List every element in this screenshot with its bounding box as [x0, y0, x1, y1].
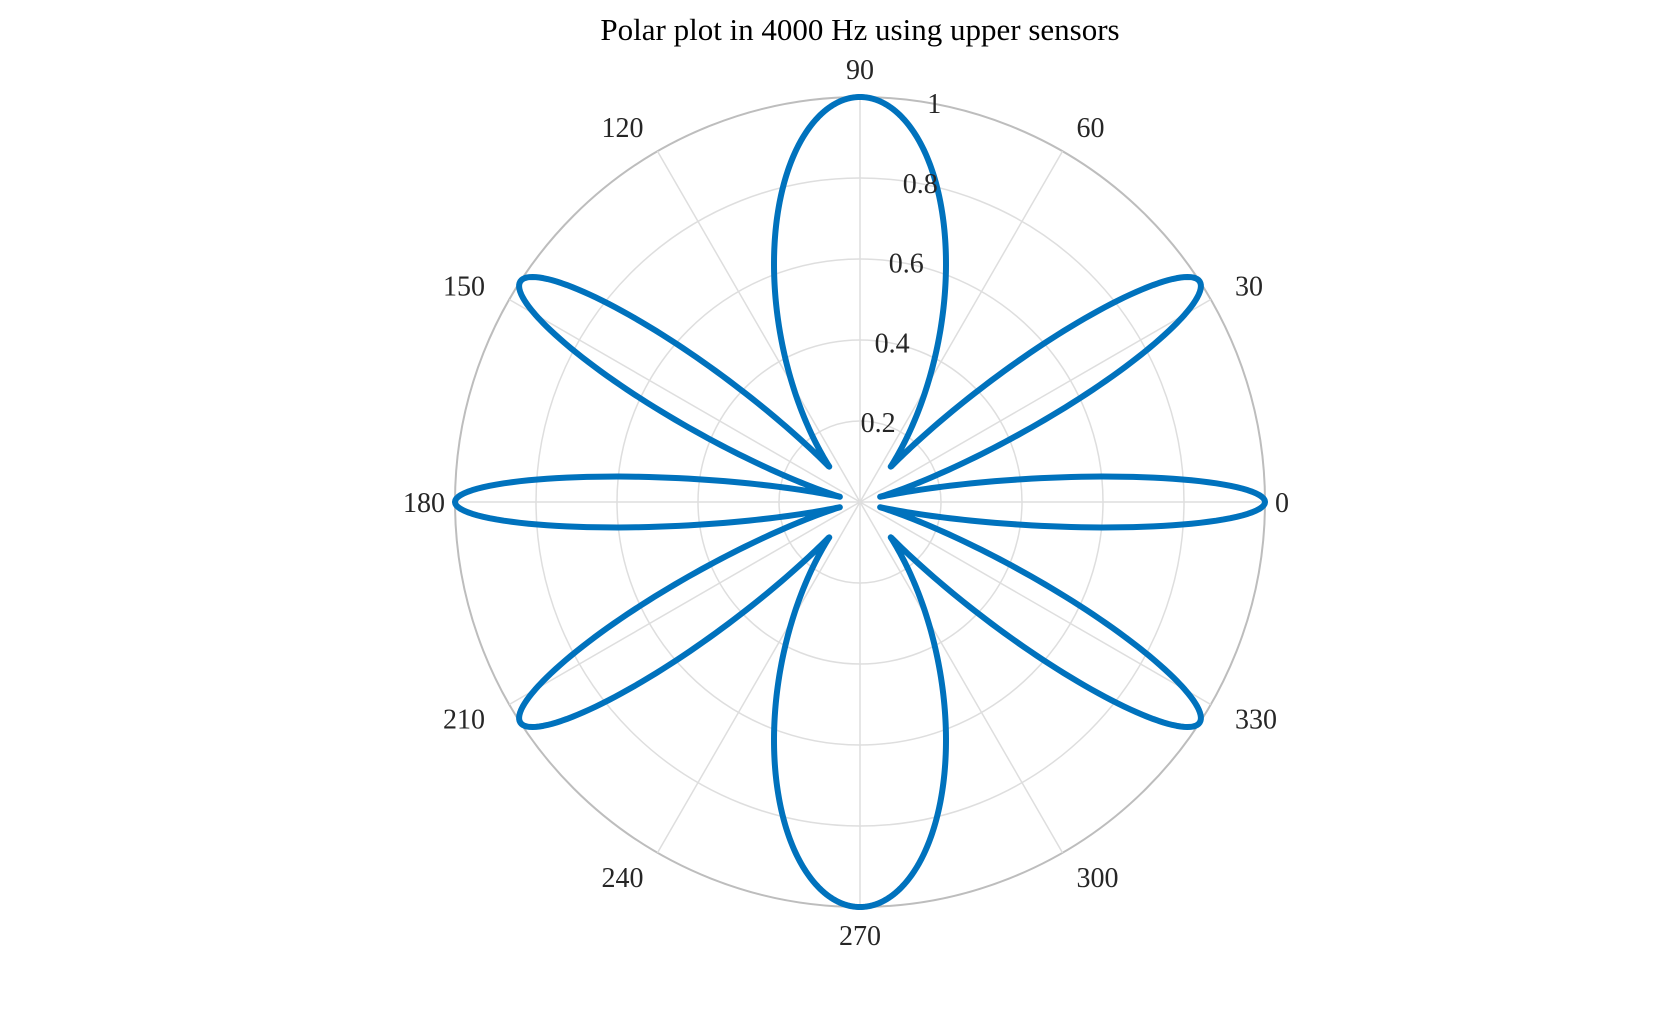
angle-tick-label-30: 30: [1235, 272, 1263, 303]
spoke-60: [859, 150, 1064, 503]
radial-tick-label-1: 1: [927, 89, 941, 120]
angle-tick-label-150: 150: [443, 272, 485, 303]
spoke-210: [508, 501, 861, 706]
angle-tick-label-60: 60: [1077, 113, 1105, 144]
angle-tick-label-240: 240: [602, 863, 644, 894]
series-line-0: [452, 94, 1268, 910]
radial-tick-label-0-8: 0.8: [903, 169, 938, 200]
series-layer: [452, 94, 1268, 910]
spoke-120: [656, 150, 861, 503]
angle-tick-label-270: 270: [839, 921, 881, 952]
spoke-330: [859, 501, 1212, 706]
tick-labels: 0 30 60 90 120 150 180 210 240 270 300 330 0.2 0.4 0.6…: [403, 55, 1289, 952]
polar-grid: [454, 96, 1266, 908]
angle-tick-label-180: 180: [403, 488, 445, 519]
angle-tick-label-0: 0: [1275, 488, 1289, 519]
radial-tick-label-0-6: 0.6: [889, 249, 924, 280]
angle-tick-label-330: 330: [1235, 705, 1277, 736]
chart-title: Polar plot in 4000 Hz using upper sensor…: [600, 12, 1119, 47]
spoke-30: [859, 298, 1212, 503]
spoke-300: [859, 501, 1064, 854]
angle-tick-label-120: 120: [602, 113, 644, 144]
spoke-150: [508, 298, 861, 503]
radial-tick-label-0-2: 0.2: [861, 408, 896, 439]
spoke-240: [656, 501, 861, 854]
radial-tick-label-0-4: 0.4: [875, 329, 910, 360]
angle-tick-label-210: 210: [443, 705, 485, 736]
angle-tick-label-300: 300: [1077, 863, 1119, 894]
angle-tick-label-90: 90: [846, 55, 874, 86]
